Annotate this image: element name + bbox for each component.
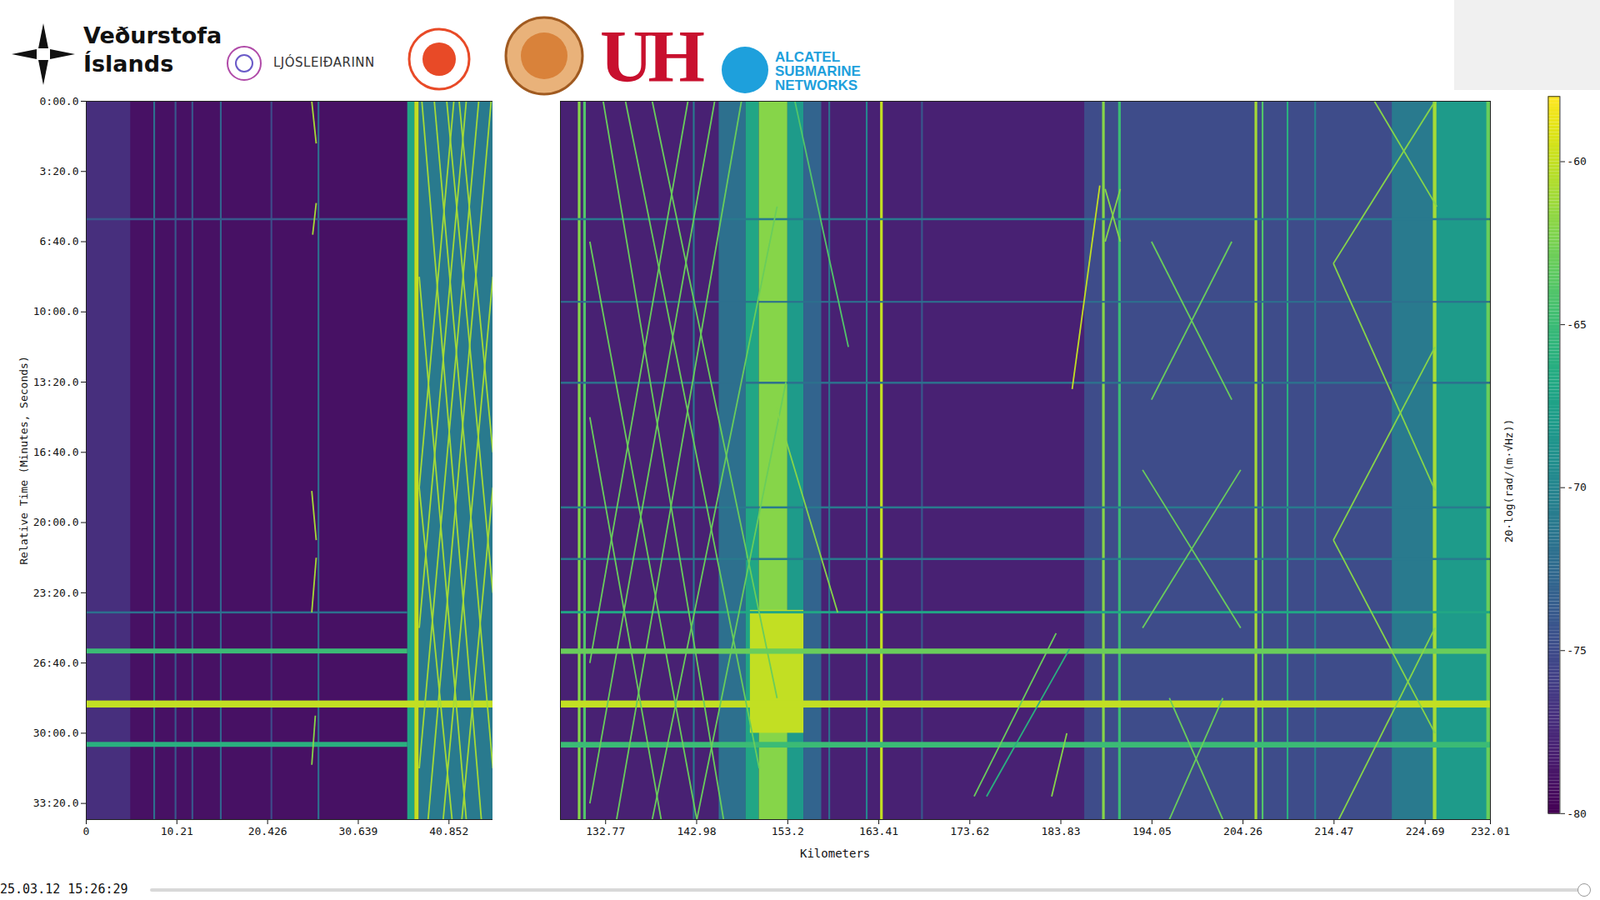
svg-text:232.01: 232.01 (1470, 825, 1510, 838)
html-text:25.03.12 15:26:29: 25.03.12 15:26:29 (0, 881, 128, 897)
html-text:LJÓSLEIÐARINN: LJÓSLEIÐARINN (273, 55, 375, 70)
svg-text:16:40.0: 16:40.0 (33, 445, 80, 459)
html-text:Íslands: Íslands (83, 50, 174, 77)
svg-text:0: 0 (83, 825, 90, 838)
svg-text:26:40.0: 26:40.0 (33, 656, 80, 670)
svg-text:224.69: 224.69 (1405, 825, 1445, 838)
svg-text:30.639: 30.639 (338, 825, 378, 838)
html-text:20·log(rad/(m·√Hz)): 20·log(rad/(m·√Hz)) (1502, 418, 1515, 543)
svg-text:33:20.0: 33:20.0 (33, 796, 80, 810)
svg-text:40.852: 40.852 (429, 825, 469, 838)
svg-text:173.62: 173.62 (950, 825, 990, 838)
svg-text:3:20.0: 3:20.0 (40, 165, 80, 178)
svg-text:214.47: 214.47 (1314, 825, 1354, 838)
svg-text:163.41: 163.41 (859, 825, 899, 838)
html-text:Veðurstofa: Veðurstofa (83, 22, 222, 49)
svg-text:153.2: 153.2 (771, 825, 805, 838)
svg-text:183.83: 183.83 (1041, 825, 1081, 838)
svg-text:204.26: 204.26 (1223, 825, 1263, 838)
svg-text:10.21: 10.21 (160, 825, 194, 838)
svg-text:142.98: 142.98 (676, 825, 716, 838)
svg-text:-75: -75 (1566, 644, 1587, 657)
svg-text:23:20.0: 23:20.0 (33, 585, 80, 599)
svg-text:-65: -65 (1566, 318, 1587, 331)
svg-text:10:00.0: 10:00.0 (33, 305, 80, 318)
svg-text:Relative Time (Minutes, Second: Relative Time (Minutes, Seconds) (17, 355, 30, 565)
svg-text:-60: -60 (1566, 155, 1587, 168)
html-text:SUBMARINE: SUBMARINE (775, 63, 861, 80)
svg-text:6:40.0: 6:40.0 (40, 235, 80, 248)
svg-text:132.77: 132.77 (585, 825, 625, 838)
html-text:ALCATEL: ALCATEL (775, 49, 841, 65)
html-text:UH: UH (600, 15, 700, 97)
html-text:NETWORKS: NETWORKS (775, 77, 858, 94)
svg-text:30:00.0: 30:00.0 (33, 726, 80, 740)
svg-text:-80: -80 (1566, 807, 1587, 820)
svg-text:20:00.0: 20:00.0 (33, 515, 80, 529)
svg-text:13:20.0: 13:20.0 (33, 375, 80, 389)
svg-text:20.426: 20.426 (248, 825, 288, 838)
svg-text:0:00.0: 0:00.0 (40, 95, 80, 108)
svg-text:-70: -70 (1566, 480, 1587, 494)
html-text:Kilometers: Kilometers (800, 846, 871, 860)
svg-text:194.05: 194.05 (1132, 825, 1172, 838)
